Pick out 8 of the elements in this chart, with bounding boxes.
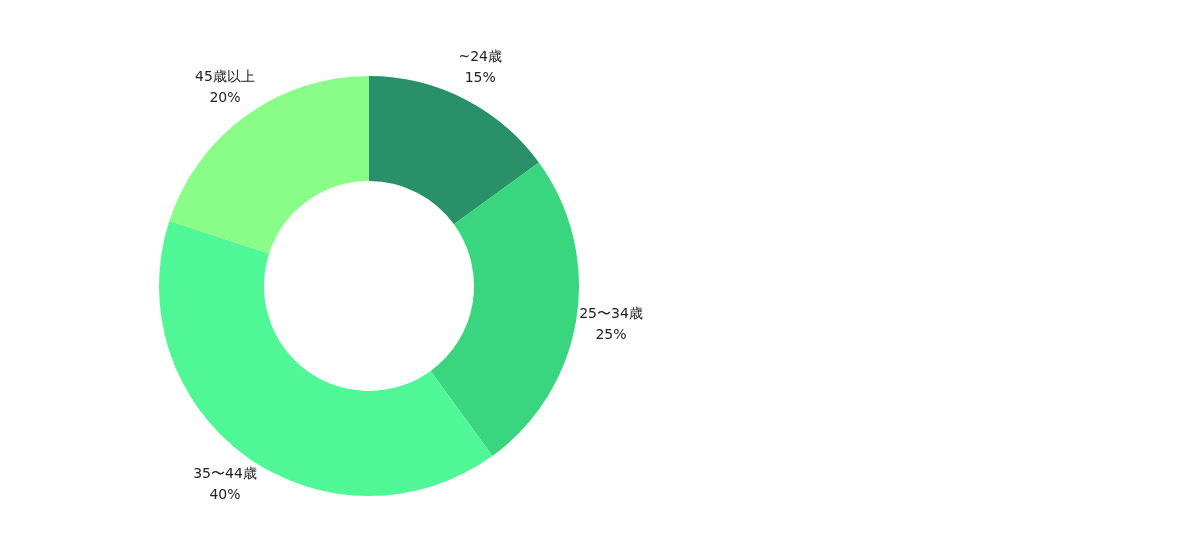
- data-label: 15%: [464, 69, 496, 86]
- slice-label: 45歳以上: [195, 68, 255, 85]
- slice-label: ~24歳: [458, 48, 502, 65]
- slice-label: 25〜34歳: [579, 304, 643, 321]
- data-label: 40%: [209, 485, 241, 502]
- slice-label: 35〜44歳: [193, 464, 257, 481]
- data-label: 25%: [595, 325, 627, 342]
- data-label: 20%: [209, 89, 241, 106]
